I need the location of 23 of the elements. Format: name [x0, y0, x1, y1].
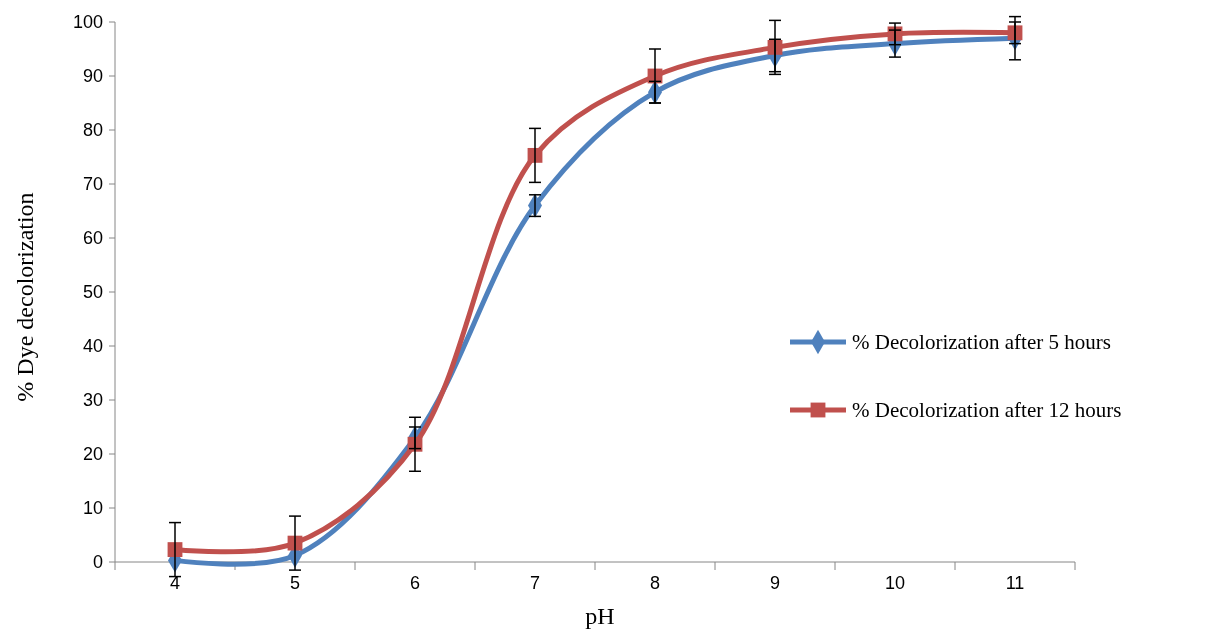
y-tick-label: 60: [82, 228, 103, 249]
y-tick-label: 10: [82, 498, 103, 519]
y-tick-label: 40: [82, 336, 103, 357]
legend-label: % Decolorization after 5 hours: [852, 330, 1111, 355]
y-tick-label: 50: [82, 282, 103, 303]
y-tick-label: 70: [82, 174, 103, 195]
x-tick-label: 11: [1005, 573, 1025, 593]
x-tick-label: 4: [169, 573, 181, 593]
legend-label: % Decolorization after 12 hours: [852, 398, 1122, 423]
y-tick-label: 80: [82, 120, 103, 141]
y-tick-label: 100: [72, 12, 103, 33]
x-tick-label: 8: [649, 573, 661, 593]
x-tick-label: 5: [289, 573, 301, 593]
y-tick-label: 0: [92, 552, 103, 573]
y-tick-label: 30: [82, 390, 103, 411]
y-axis-title: % Dye decolorization: [12, 192, 38, 402]
x-tick-label: 7: [529, 573, 541, 593]
x-tick-label: 6: [409, 573, 421, 593]
x-tick-label: 9: [769, 573, 781, 593]
y-tick-label: 20: [82, 444, 103, 465]
x-tick-label: 10: [884, 573, 906, 593]
y-tick-label: 90: [82, 66, 103, 87]
x-axis-title: pH: [585, 603, 615, 629]
